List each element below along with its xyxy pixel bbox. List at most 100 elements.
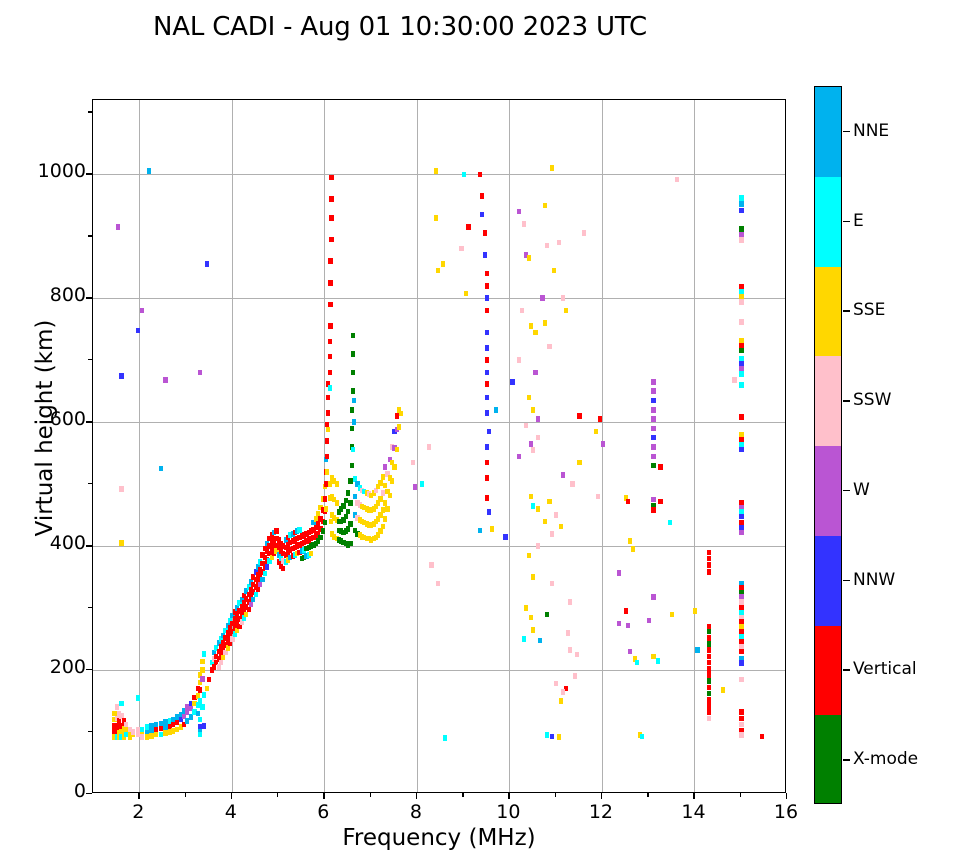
- echo-point: [216, 640, 221, 646]
- echo-point: [378, 496, 383, 502]
- echo-point: [392, 445, 397, 451]
- echo-point: [295, 535, 300, 542]
- echo-point: [198, 731, 203, 738]
- echo-point: [221, 632, 226, 639]
- echo-point: [248, 586, 254, 593]
- echo-point: [154, 731, 159, 738]
- gridline-vertical: [231, 100, 233, 792]
- echo-point: [185, 709, 190, 715]
- echo-point: [739, 284, 744, 290]
- colorbar-segment-w[interactable]: [815, 446, 841, 537]
- echo-point: [178, 724, 183, 730]
- echo-point: [228, 640, 233, 646]
- echo-point: [251, 574, 256, 580]
- colorbar-segment-x-mode[interactable]: [815, 715, 841, 803]
- echo-point: [327, 369, 332, 376]
- echo-point: [320, 518, 325, 525]
- echo-point: [487, 509, 492, 515]
- echo-point: [739, 676, 744, 683]
- colorbar-segment-e[interactable]: [815, 176, 841, 268]
- echo-point: [651, 434, 656, 441]
- echo-point: [304, 530, 309, 537]
- echo-point: [290, 530, 295, 537]
- echo-point: [334, 535, 339, 542]
- echo-point: [297, 542, 302, 548]
- echo-point: [237, 600, 242, 606]
- echo-point: [278, 548, 284, 554]
- colorbar-segment-nnw[interactable]: [815, 535, 841, 627]
- echo-point: [369, 507, 374, 513]
- echo-point: [739, 504, 744, 511]
- echo-point: [355, 515, 360, 522]
- colorbar-segment-vertical[interactable]: [815, 625, 841, 716]
- echo-point: [533, 369, 538, 376]
- x-tick-minor: [554, 793, 557, 797]
- echo-point: [646, 617, 651, 624]
- echo-point: [241, 607, 247, 614]
- echo-point: [246, 591, 251, 598]
- echo-point: [119, 723, 124, 729]
- echo-point: [693, 608, 698, 614]
- echo-point: [265, 548, 270, 554]
- echo-point: [549, 580, 554, 587]
- echo-point: [288, 532, 293, 538]
- echo-point: [117, 734, 122, 740]
- colorbar-label-x-mode: X-mode: [853, 749, 919, 770]
- echo-point: [306, 552, 311, 558]
- colorbar-segment-ssw[interactable]: [815, 356, 841, 447]
- echo-point: [739, 446, 744, 453]
- echo-point: [528, 493, 534, 500]
- echo-point: [311, 534, 316, 541]
- echo-point: [526, 394, 531, 401]
- echo-point: [178, 716, 183, 723]
- gridline-vertical: [324, 100, 326, 792]
- echo-point: [258, 581, 263, 588]
- echo-point: [299, 555, 304, 562]
- x-tick-mark: [508, 793, 510, 799]
- echo-point: [260, 569, 265, 575]
- echo-point: [341, 517, 346, 523]
- echo-point: [373, 487, 379, 494]
- echo-point: [399, 410, 404, 417]
- echo-point: [140, 726, 145, 733]
- echo-point: [674, 176, 679, 183]
- echo-point: [484, 270, 490, 277]
- echo-point: [283, 544, 288, 551]
- echo-point: [119, 729, 124, 735]
- echo-point: [114, 723, 119, 729]
- echo-point: [353, 512, 358, 518]
- colorbar-segment-sse[interactable]: [815, 266, 841, 357]
- echo-point: [112, 716, 117, 723]
- echo-point: [739, 519, 744, 526]
- echo-point: [127, 726, 132, 733]
- echo-point: [123, 726, 129, 733]
- azimuth-colorbar[interactable]: [814, 86, 842, 804]
- echo-point: [349, 462, 354, 469]
- plot-area[interactable]: [92, 99, 786, 793]
- echo-point: [484, 394, 490, 401]
- echo-point: [531, 407, 536, 413]
- echo-point: [392, 428, 397, 435]
- x-axis-label: Frequency (MHz): [342, 825, 536, 851]
- echo-point: [297, 527, 302, 533]
- echo-point: [533, 329, 538, 336]
- echo-point: [651, 407, 656, 413]
- echo-point: [355, 530, 360, 537]
- echo-point: [357, 517, 362, 523]
- echo-point: [464, 290, 469, 297]
- echo-point: [706, 635, 712, 641]
- echo-point: [329, 214, 334, 221]
- echo-point: [158, 720, 163, 727]
- echo-point: [328, 258, 333, 264]
- echo-point: [123, 731, 129, 738]
- echo-point: [739, 414, 744, 421]
- echo-point: [283, 537, 288, 543]
- echo-point: [327, 353, 332, 360]
- echo-point: [223, 649, 228, 656]
- echo-point: [185, 718, 190, 724]
- colorbar-segment-nne[interactable]: [815, 87, 841, 178]
- echo-point: [123, 721, 129, 728]
- echo-point: [262, 554, 267, 561]
- echo-point: [706, 628, 712, 635]
- echo-point: [235, 627, 240, 634]
